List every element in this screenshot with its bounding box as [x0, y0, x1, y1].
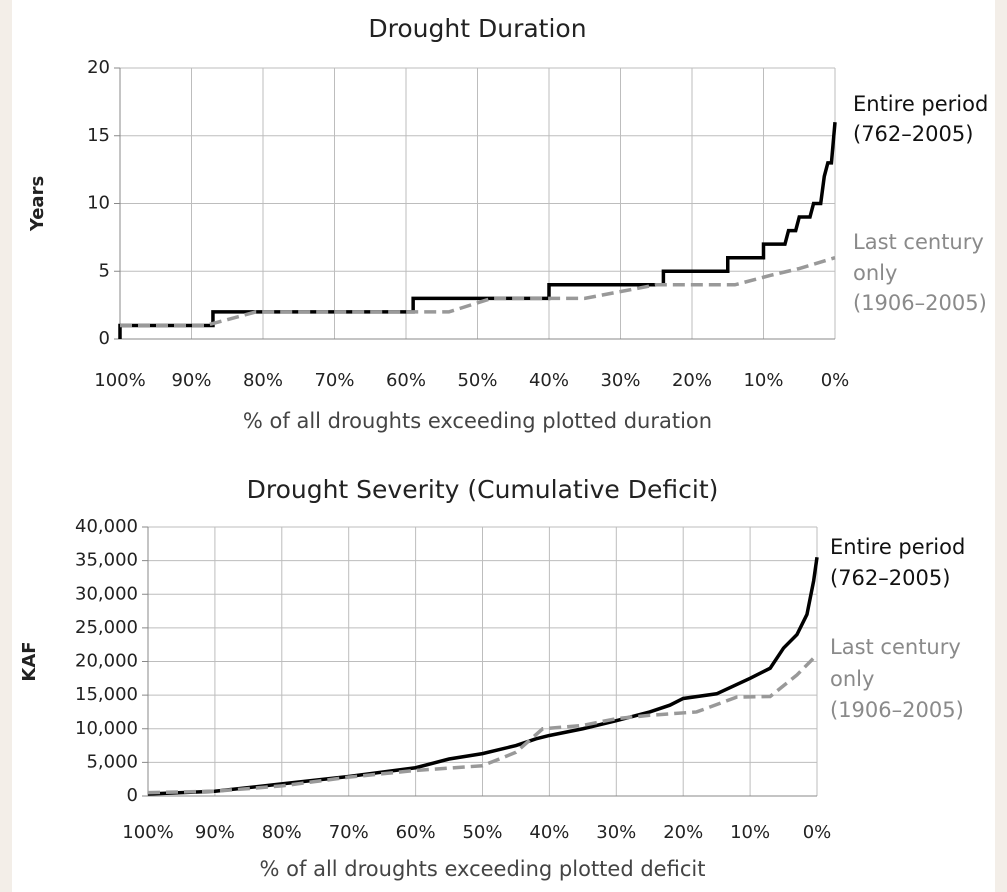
y-axis-label: Years	[27, 176, 48, 232]
x-tick-label: 30%	[600, 370, 640, 391]
legend-label: (762–2005)	[830, 566, 950, 590]
x-tick-label: 70%	[329, 822, 369, 843]
series-line	[147, 557, 819, 796]
x-tick-label: 0%	[821, 370, 850, 391]
y-tick-label: 35,000	[75, 550, 138, 571]
series-line	[120, 256, 836, 328]
legend-label: (1906–2005)	[853, 291, 987, 315]
legend-label: Entire period	[853, 92, 988, 116]
y-tick-label: 5,000	[86, 751, 138, 772]
x-tick-label: 100%	[94, 370, 145, 391]
x-tick-label: 50%	[457, 370, 497, 391]
x-tick-label: 0%	[803, 822, 832, 843]
x-tick-label: 20%	[672, 370, 712, 391]
x-tick-label: 100%	[122, 822, 173, 843]
x-tick-label: 20%	[663, 822, 703, 843]
legend-label: Entire period	[830, 535, 965, 559]
y-tick-label: 25,000	[75, 617, 138, 638]
legend-label: (762–2005)	[853, 122, 973, 146]
y-tick-label: 15,000	[75, 684, 138, 705]
series-line	[147, 653, 819, 795]
y-tick-label: 20	[87, 57, 110, 78]
legend-label: Last century	[853, 230, 984, 254]
y-tick-label: 10,000	[75, 718, 138, 739]
legend-label: only	[830, 667, 874, 691]
legend-label: only	[853, 261, 897, 285]
y-tick-label: 40,000	[75, 516, 138, 537]
panel	[12, 0, 995, 892]
x-tick-label: 40%	[529, 822, 569, 843]
legend-label: (1906–2005)	[830, 698, 964, 722]
x-tick-label: 40%	[529, 370, 569, 391]
y-tick-label: 0	[127, 785, 138, 806]
x-tick-label: 80%	[262, 822, 302, 843]
x-tick-label: 10%	[730, 822, 770, 843]
y-tick-label: 20,000	[75, 651, 138, 672]
x-tick-label: 50%	[462, 822, 502, 843]
y-tick-label: 5	[99, 260, 110, 281]
x-tick-label: 10%	[743, 370, 783, 391]
legend-label: Last century	[830, 635, 961, 659]
x-tick-label: 30%	[596, 822, 636, 843]
x-tick-label: 70%	[314, 370, 354, 391]
y-tick-label: 15	[87, 125, 110, 146]
x-tick-label: 60%	[396, 822, 436, 843]
y-tick-label: 10	[87, 193, 110, 214]
y-axis-label: KAF	[19, 641, 40, 681]
y-tick-label: 0	[99, 328, 110, 349]
chart-title: Drought Duration	[368, 14, 586, 43]
x-axis-label: % of all droughts exceeding plotted defi…	[260, 857, 706, 881]
x-axis-label: % of all droughts exceeding plotted dura…	[243, 409, 712, 433]
chart-title: Drought Severity (Cumulative Deficit)	[247, 475, 719, 504]
x-tick-label: 80%	[243, 370, 283, 391]
y-tick-label: 30,000	[75, 583, 138, 604]
x-tick-label: 90%	[195, 822, 235, 843]
x-tick-label: 60%	[386, 370, 426, 391]
x-tick-label: 90%	[171, 370, 211, 391]
